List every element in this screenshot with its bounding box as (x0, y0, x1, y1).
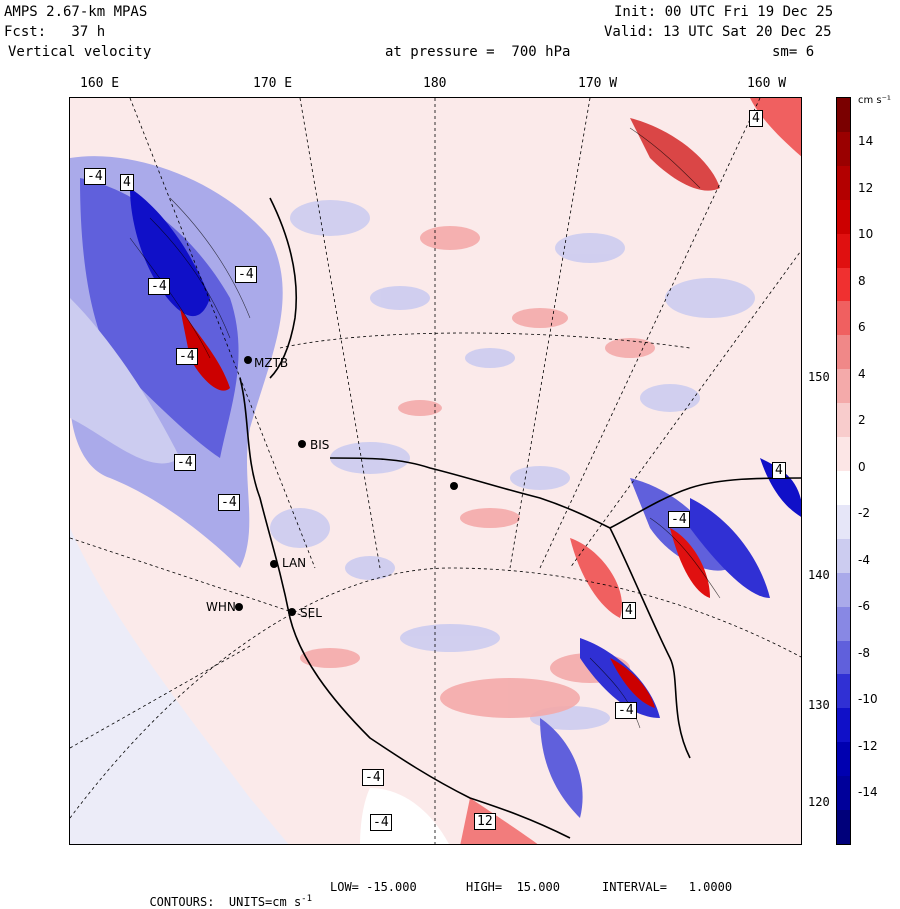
colorbar-segment (837, 233, 850, 269)
contour-label: -4 (370, 814, 392, 831)
colorbar-segment (837, 98, 850, 133)
colorbar-segment (837, 538, 850, 574)
footer-units-exp: -1 (301, 894, 313, 904)
station-marker[interactable] (235, 603, 243, 611)
contour-label: -4 (235, 266, 257, 283)
footer-contours: CONTOURS: UNITS=cm s-1 (135, 880, 312, 909)
colorbar-segment (837, 437, 850, 472)
init-time: Init: 00 UTC Fri 19 Dec 25 (614, 4, 834, 20)
colorbar-tick-label: -4 (858, 552, 870, 567)
colorbar-segment (837, 165, 850, 201)
colorbar-segment (837, 708, 850, 743)
colorbar-tick-label: -8 (858, 645, 870, 660)
colorbar-segment (837, 471, 850, 506)
colorbar-tick-label: 12 (858, 180, 874, 195)
colorbar-tick-label: 0 (858, 459, 866, 474)
colorbar-segment (837, 369, 850, 404)
colorbar-segment (837, 504, 850, 540)
colorbar-tick-label: 4 (858, 366, 866, 381)
contour-label: 4 (772, 462, 786, 479)
contour-label: -4 (84, 168, 106, 185)
contour-label: 12 (474, 813, 496, 830)
colorbar (836, 97, 851, 845)
contour-label: -4 (615, 702, 637, 719)
valid-time: Valid: 13 UTC Sat 20 Dec 25 (604, 24, 832, 40)
colorbar-segment (837, 742, 850, 777)
contour-label: -4 (362, 769, 384, 786)
model-title: AMPS 2.67-km MPAS (4, 4, 148, 20)
colorbar-segment (837, 199, 850, 235)
colorbar-tick-label: -14 (858, 785, 878, 799)
colorbar-tick-label: -2 (858, 506, 870, 520)
station-label-sel: SEL (300, 606, 322, 620)
forecast-hour: Fcst: 37 h (4, 24, 106, 40)
colorbar-segment (837, 674, 850, 709)
footer-low: LOW= -15.000 (330, 880, 417, 894)
station-marker[interactable] (270, 560, 278, 568)
footer-interval: INTERVAL= 1.0000 (602, 880, 733, 894)
colorbar-units: cm s⁻¹ (858, 95, 891, 106)
vertical-velocity-field (70, 98, 801, 844)
colorbar-segment (837, 131, 850, 167)
colorbar-segment (837, 776, 850, 811)
map-panel[interactable]: 4 -4 4 -4 -4 -4 -4 -4 4 -4 4 -4 -4 -4 12… (69, 97, 802, 845)
contour-label: 4 (120, 174, 134, 191)
station-marker[interactable] (244, 356, 252, 364)
footer-high: HIGH= 15.000 (466, 880, 560, 894)
colorbar-tick-label: 8 (858, 273, 866, 288)
colorbar-tick-label: -10 (858, 692, 878, 706)
contour-label: -4 (668, 511, 690, 528)
field-name: Vertical velocity (8, 44, 152, 60)
colorbar-tick-label: 14 (858, 134, 874, 148)
lon-label-160e: 160 E (80, 76, 120, 91)
colorbar-segment (837, 572, 850, 608)
contour-label: 4 (749, 110, 763, 127)
colorbar-segment (837, 403, 850, 438)
station-marker[interactable] (288, 608, 296, 616)
contour-label: 4 (622, 602, 636, 619)
station-label-whn: WHN (206, 600, 236, 614)
colorbar-segment (837, 640, 850, 675)
colorbar-tick-label: -6 (858, 599, 870, 613)
station-label-mztb: MZTB (254, 356, 289, 370)
colorbar-segment (837, 810, 850, 845)
colorbar-segment (837, 335, 850, 370)
station-marker[interactable] (298, 440, 306, 448)
lon-label-180: 180 (423, 76, 447, 91)
footer-units: CONTOURS: UNITS=cm s (149, 895, 302, 909)
station-label-lan: LAN (282, 556, 307, 570)
smoothing: sm= 6 (772, 44, 815, 60)
colorbar-segment (837, 606, 850, 642)
contour-label: -4 (174, 454, 196, 471)
lon-label-170w: 170 W (578, 76, 618, 91)
contour-label: -4 (218, 494, 240, 511)
colorbar-tick-label: 2 (858, 413, 866, 427)
colorbar-segment (837, 301, 850, 336)
contour-label: -4 (176, 348, 198, 365)
station-label-bis: BIS (310, 438, 330, 452)
colorbar-tick-label: -12 (858, 738, 878, 753)
colorbar-tick-label: 6 (858, 320, 866, 334)
lon-label-160w: 160 W (747, 76, 787, 91)
colorbar-tick-label: 10 (858, 227, 874, 241)
lon-label-170e: 170 E (253, 76, 293, 91)
pressure-level: at pressure = 700 hPa (385, 44, 571, 60)
contour-label: -4 (148, 278, 170, 295)
colorbar-segment (837, 267, 850, 302)
station-marker[interactable] (450, 482, 458, 490)
